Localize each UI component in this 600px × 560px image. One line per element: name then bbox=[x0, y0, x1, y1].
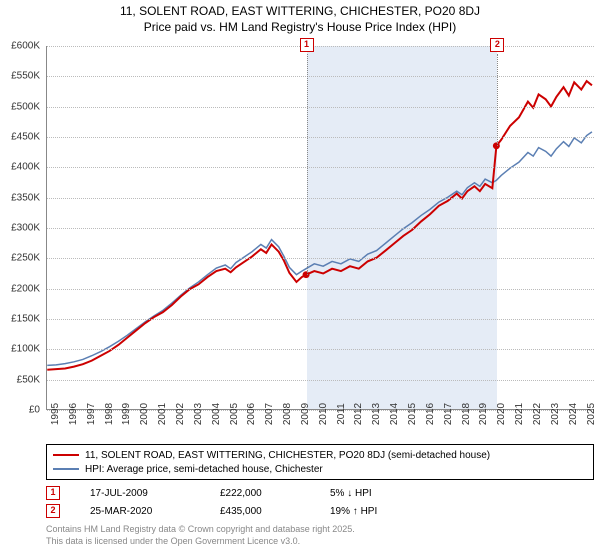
y-tick-label: £100K bbox=[0, 344, 44, 355]
x-tick-label: 1996 bbox=[68, 403, 79, 425]
x-tick-label: 2004 bbox=[211, 403, 222, 425]
gridline bbox=[47, 107, 594, 108]
legend-label-red: 11, SOLENT ROAD, EAST WITTERING, CHICHES… bbox=[85, 450, 490, 461]
gridline bbox=[47, 319, 594, 320]
price-chart: 11, SOLENT ROAD, EAST WITTERING, CHICHES… bbox=[0, 0, 600, 560]
x-tick-label: 2012 bbox=[353, 403, 364, 425]
legend-swatch-red bbox=[53, 454, 79, 456]
x-tick-label: 2006 bbox=[246, 403, 257, 425]
x-tick-label: 2000 bbox=[139, 403, 150, 425]
x-tick-label: 2008 bbox=[282, 403, 293, 425]
x-tick-label: 2022 bbox=[532, 403, 543, 425]
plot-area: 12 bbox=[46, 46, 594, 410]
x-tick-label: 2015 bbox=[407, 403, 418, 425]
x-tick-label: 1995 bbox=[50, 403, 61, 425]
gridline bbox=[47, 137, 594, 138]
legend-row-blue: HPI: Average price, semi-detached house,… bbox=[53, 462, 587, 476]
event-row: 1 17-JUL-2009£222,0005% ↓ HPI bbox=[46, 484, 594, 502]
x-tick-label: 2013 bbox=[371, 403, 382, 425]
x-tick-label: 2016 bbox=[425, 403, 436, 425]
event-marker: 1 bbox=[46, 486, 60, 500]
gridline bbox=[47, 349, 594, 350]
y-tick-label: £200K bbox=[0, 283, 44, 294]
x-tick-label: 2003 bbox=[193, 403, 204, 425]
chart-title: 11, SOLENT ROAD, EAST WITTERING, CHICHES… bbox=[0, 0, 600, 35]
x-tick-label: 1998 bbox=[104, 403, 115, 425]
gridline bbox=[47, 380, 594, 381]
x-tick-label: 2011 bbox=[336, 403, 347, 425]
event-price: £435,000 bbox=[220, 506, 330, 517]
legend-label-blue: HPI: Average price, semi-detached house,… bbox=[85, 464, 323, 475]
gridline bbox=[47, 198, 594, 199]
event-delta: 5% ↓ HPI bbox=[330, 488, 594, 499]
y-tick-label: £450K bbox=[0, 132, 44, 143]
x-tick-label: 2023 bbox=[550, 403, 561, 425]
marker-label-1: 1 bbox=[300, 38, 314, 52]
x-tick-label: 2002 bbox=[175, 403, 186, 425]
footer-line-2: This data is licensed under the Open Gov… bbox=[46, 536, 355, 548]
y-tick-label: £0 bbox=[0, 405, 44, 416]
gridline bbox=[47, 46, 594, 47]
marker-dropline bbox=[497, 54, 498, 146]
y-tick-label: £250K bbox=[0, 253, 44, 264]
legend: 11, SOLENT ROAD, EAST WITTERING, CHICHES… bbox=[46, 444, 594, 480]
x-tick-label: 2007 bbox=[264, 403, 275, 425]
x-tick-label: 1997 bbox=[86, 403, 97, 425]
footer-attribution: Contains HM Land Registry data © Crown c… bbox=[46, 524, 355, 547]
marker-dropline bbox=[307, 54, 308, 275]
event-marker: 2 bbox=[46, 504, 60, 518]
gridline bbox=[47, 228, 594, 229]
gridline bbox=[47, 76, 594, 77]
title-line-2: Price paid vs. HM Land Registry's House … bbox=[0, 20, 600, 36]
gridline bbox=[47, 167, 594, 168]
legend-swatch-blue bbox=[53, 468, 79, 470]
series-red bbox=[47, 81, 592, 370]
y-tick-label: £400K bbox=[0, 162, 44, 173]
x-tick-label: 2017 bbox=[443, 403, 454, 425]
y-tick-label: £150K bbox=[0, 314, 44, 325]
x-tick-label: 1999 bbox=[121, 403, 132, 425]
gridline bbox=[47, 289, 594, 290]
x-tick-label: 2020 bbox=[496, 403, 507, 425]
y-tick-label: £350K bbox=[0, 192, 44, 203]
marker-label-2: 2 bbox=[490, 38, 504, 52]
event-date: 25-MAR-2020 bbox=[90, 506, 220, 517]
x-tick-label: 2009 bbox=[300, 403, 311, 425]
footer-line-1: Contains HM Land Registry data © Crown c… bbox=[46, 524, 355, 536]
x-tick-label: 2025 bbox=[586, 403, 597, 425]
x-tick-label: 2005 bbox=[229, 403, 240, 425]
event-date: 17-JUL-2009 bbox=[90, 488, 220, 499]
x-tick-label: 2021 bbox=[514, 403, 525, 425]
x-tick-label: 2019 bbox=[478, 403, 489, 425]
y-tick-label: £550K bbox=[0, 71, 44, 82]
title-line-1: 11, SOLENT ROAD, EAST WITTERING, CHICHES… bbox=[0, 4, 600, 20]
x-tick-label: 2024 bbox=[568, 403, 579, 425]
gridline bbox=[47, 258, 594, 259]
event-price: £222,000 bbox=[220, 488, 330, 499]
y-tick-label: £600K bbox=[0, 41, 44, 52]
event-row: 2 25-MAR-2020£435,00019% ↑ HPI bbox=[46, 502, 594, 520]
event-table: 1 17-JUL-2009£222,0005% ↓ HPI 2 25-MAR-2020… bbox=[46, 484, 594, 520]
x-tick-label: 2018 bbox=[461, 403, 472, 425]
legend-row-red: 11, SOLENT ROAD, EAST WITTERING, CHICHES… bbox=[53, 448, 587, 462]
x-tick-label: 2010 bbox=[318, 403, 329, 425]
event-delta: 19% ↑ HPI bbox=[330, 506, 594, 517]
x-tick-label: 2001 bbox=[157, 403, 168, 425]
x-tick-label: 2014 bbox=[389, 403, 400, 425]
y-tick-label: £300K bbox=[0, 223, 44, 234]
y-tick-label: £50K bbox=[0, 374, 44, 385]
y-tick-label: £500K bbox=[0, 101, 44, 112]
